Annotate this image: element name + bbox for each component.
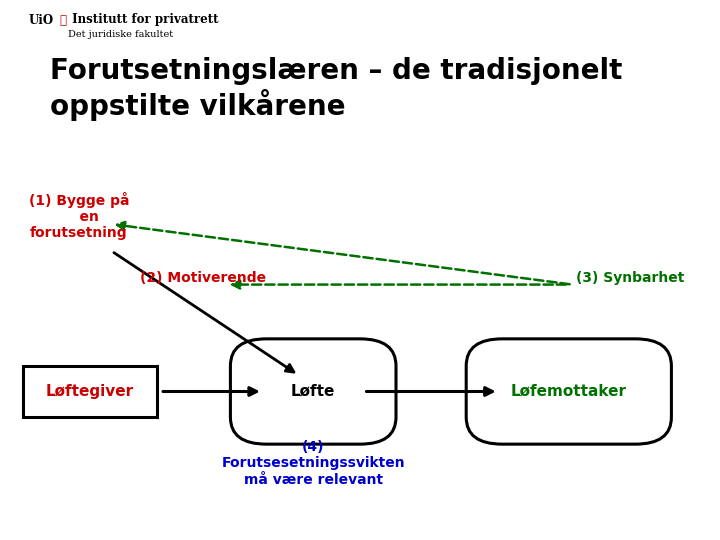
Text: ❘: ❘ [59, 14, 66, 26]
FancyBboxPatch shape [23, 366, 157, 417]
Text: Løfte: Løfte [291, 384, 336, 399]
Text: (1) Bygge på
    en
forutsetning: (1) Bygge på en forutsetning [29, 192, 130, 240]
Text: Forutsetningslæren – de tradisjonelt: Forutsetningslæren – de tradisjonelt [50, 57, 623, 85]
Text: Løftegiver: Løftegiver [46, 384, 134, 399]
Text: (2) Motiverende: (2) Motiverende [140, 271, 266, 285]
Text: Det juridiske fakultet: Det juridiske fakultet [68, 30, 174, 39]
FancyBboxPatch shape [230, 339, 396, 444]
Text: (3) Synbarhet: (3) Synbarhet [576, 271, 685, 285]
Text: oppstilte vilkårene: oppstilte vilkårene [50, 89, 346, 121]
Text: UiO: UiO [29, 14, 54, 26]
Text: Løfemottaker: Løfemottaker [510, 384, 627, 399]
Text: (4)
Forutsesetningssvikten
må være relevant: (4) Forutsesetningssvikten må være relev… [221, 440, 405, 487]
FancyBboxPatch shape [467, 339, 671, 444]
Text: Institutt for privatrett: Institutt for privatrett [68, 14, 219, 26]
